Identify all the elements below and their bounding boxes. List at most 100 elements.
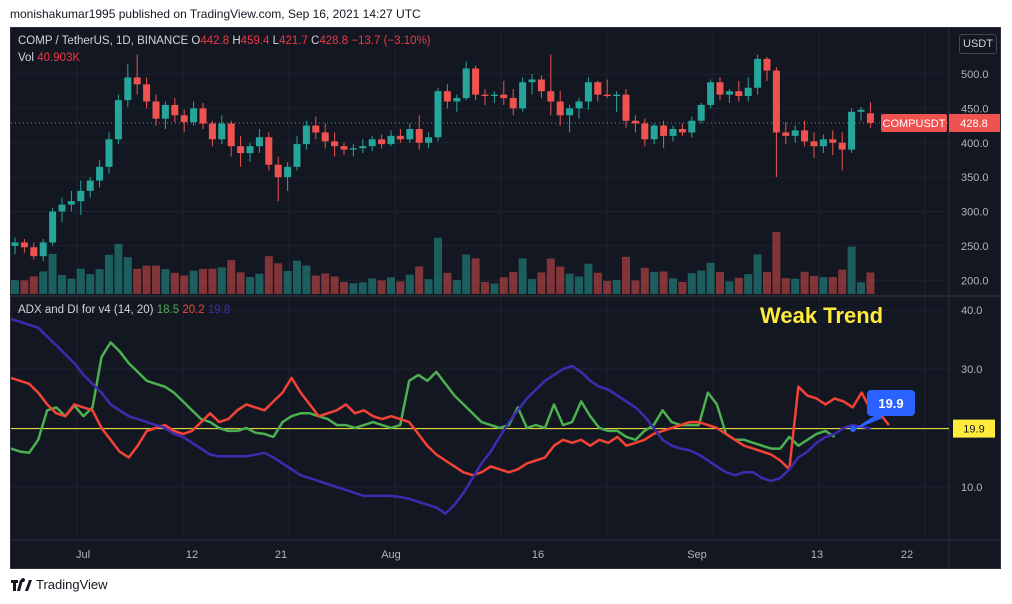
symbol-legend[interactable]: COMP / TetherUS, 1D, BINANCE O442.8 H459…: [18, 35, 431, 47]
volume-bar: [11, 280, 19, 294]
time-tick-label: Jul: [76, 549, 90, 561]
volume-bar: [584, 263, 593, 294]
time-tick-label: 22: [901, 549, 913, 561]
candle-body: [500, 94, 508, 99]
volume-bar: [48, 253, 57, 294]
high-value: 459.4: [240, 35, 270, 47]
volume-bar: [105, 254, 113, 294]
volume-bar: [405, 274, 414, 294]
candle-body: [396, 135, 404, 140]
publish-info: monishakumar1995 published on TradingVie…: [10, 7, 421, 21]
volume-bar: [593, 272, 602, 294]
volume-bar: [734, 277, 743, 294]
price-tick-label: 400.0: [961, 138, 989, 150]
candle-body: [575, 101, 583, 109]
candle-body: [274, 164, 282, 178]
candle-body: [425, 137, 433, 143]
indicator-tick-label: 10.0: [961, 482, 982, 494]
adx-line: [11, 317, 872, 515]
candle-body: [801, 130, 809, 142]
candle-body: [124, 77, 132, 101]
volume-bar: [330, 276, 339, 294]
indicator-tick-label: 30.0: [961, 364, 982, 376]
candle-body: [443, 91, 451, 102]
candle-body: [161, 104, 169, 119]
volume-bar: [772, 232, 781, 294]
volume-bar: [170, 272, 179, 294]
volume-legend[interactable]: Vol 40.903K: [18, 52, 80, 64]
chart-frame[interactable]: COMPUSDT 428.8 500.0 450.0 400.0 350.0 300.0 25…: [10, 27, 1001, 569]
candle-body: [255, 137, 263, 147]
candle-body: [302, 125, 310, 145]
volume-label: Vol: [18, 52, 34, 64]
candle-body: [707, 82, 715, 105]
level-tag-text: 19.9: [963, 424, 984, 436]
volume-bar: [368, 278, 377, 294]
volume-bar: [716, 271, 724, 294]
candle-body: [566, 108, 574, 116]
volume-bar: [189, 270, 198, 294]
candle-body: [86, 180, 94, 191]
volume-bar: [781, 278, 790, 294]
candle-body: [218, 123, 226, 140]
volume-bar: [528, 279, 536, 294]
volume-bar: [293, 260, 301, 294]
candle-body: [848, 111, 856, 150]
volume-bar: [283, 270, 292, 294]
candle-body: [453, 98, 461, 102]
volume-bar: [678, 281, 687, 294]
volume-bar: [29, 276, 38, 294]
currency-button[interactable]: USDT: [959, 34, 997, 54]
volume-bar: [725, 281, 734, 294]
candle-body: [96, 166, 104, 181]
symbol-title[interactable]: COMP / TetherUS, 1D, BINANCE: [18, 35, 189, 47]
candle-body: [866, 113, 874, 123]
candle-body: [406, 129, 414, 140]
volume-bar: [415, 266, 424, 294]
candle-body: [556, 101, 564, 116]
volume-bar: [152, 265, 160, 294]
volume-bar: [509, 271, 518, 294]
candle-body: [594, 82, 602, 95]
tradingview-footer[interactable]: TradingView: [10, 577, 108, 592]
volume-bar: [669, 278, 677, 294]
volume-bar: [76, 268, 85, 294]
candle-body: [829, 139, 837, 143]
volume-bar: [227, 260, 236, 294]
symbol-price-label: [881, 113, 947, 132]
volume-bar: [377, 280, 386, 294]
volume-bar: [58, 275, 66, 294]
volume-bar: [180, 275, 189, 294]
volume-bar: [687, 273, 696, 294]
candle-body: [650, 125, 658, 140]
indicator-legend[interactable]: ADX and DI for v4 (14, 20) 18.5 20.2 19.…: [18, 304, 230, 316]
volume-bar: [161, 269, 170, 294]
last-price-text: 428.8: [960, 118, 988, 130]
chart-canvas[interactable]: COMPUSDT 428.8 500.0 450.0 400.0 350.0 300.0 25…: [11, 28, 1000, 568]
candle-body: [735, 91, 743, 96]
brand-label: TradingView: [36, 577, 108, 592]
volume-bar: [208, 268, 217, 294]
volume-bar: [246, 276, 254, 294]
indicator-tick-label: 40.0: [961, 305, 982, 317]
volume-bar: [358, 282, 367, 294]
candle-body: [105, 139, 113, 167]
time-tick-label: 12: [186, 549, 198, 561]
candle-body: [481, 94, 489, 96]
volume-bar: [311, 275, 320, 294]
callout-anchor: [850, 426, 856, 432]
volume-bar: [753, 254, 762, 294]
volume-bar: [857, 282, 865, 294]
indicator-title[interactable]: ADX and DI for v4 (14, 20): [18, 304, 154, 316]
callout-text: 19.9: [878, 396, 903, 411]
candle-body: [810, 141, 818, 147]
volume-bar: [631, 280, 640, 294]
price-tick-label: 250.0: [961, 241, 989, 253]
candle-body: [77, 190, 85, 202]
time-tick-label: 16: [532, 549, 544, 561]
candle-body: [349, 148, 357, 150]
volume-bar: [114, 243, 123, 294]
volume-bar: [217, 267, 226, 294]
candle-body: [613, 94, 621, 96]
close-value: 428.8: [319, 35, 349, 47]
